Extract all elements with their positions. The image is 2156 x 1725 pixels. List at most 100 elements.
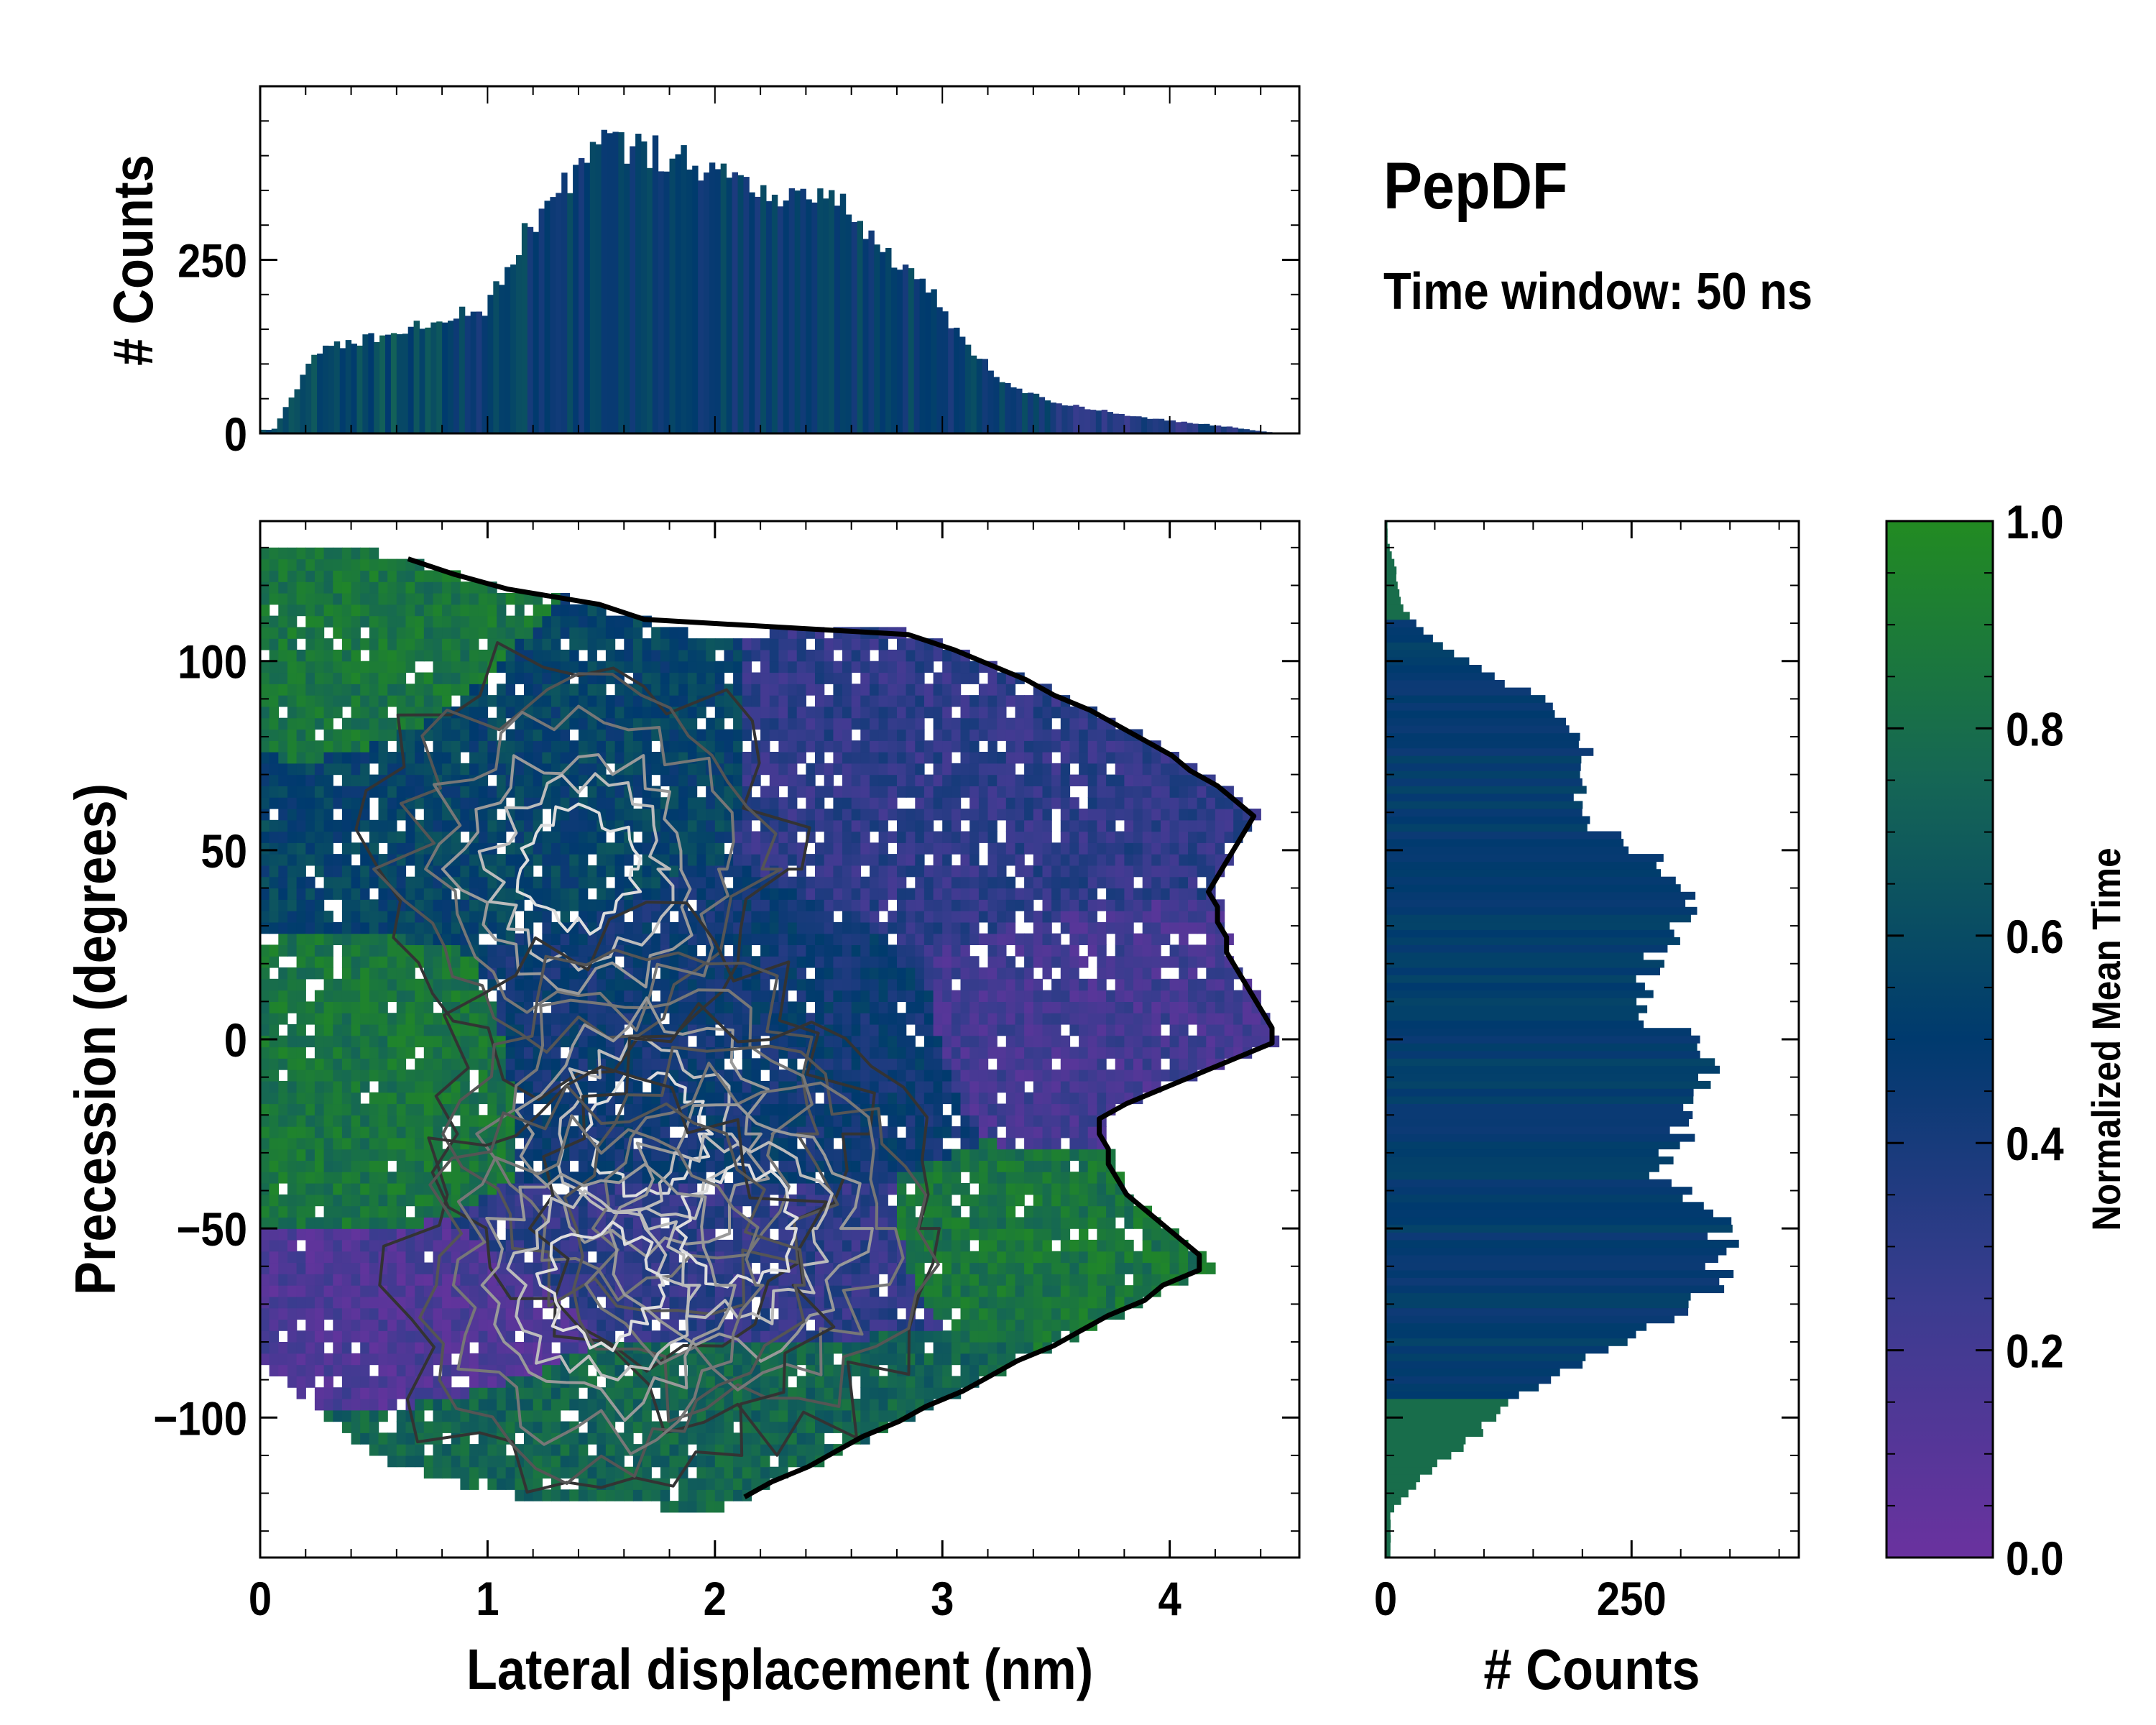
heatmap-cell <box>387 717 397 730</box>
heatmap-cell <box>378 933 388 945</box>
heatmap-cell <box>833 876 843 889</box>
heatmap-cell <box>778 672 788 684</box>
heatmap-cell <box>260 763 270 776</box>
heatmap-cell <box>296 1080 306 1093</box>
top-histogram-bar <box>1033 393 1040 433</box>
heatmap-cell <box>842 933 852 945</box>
heatmap-cell <box>769 1421 780 1433</box>
heatmap-cell <box>433 1080 443 1093</box>
heatmap-cell <box>323 1274 333 1286</box>
heatmap-cell <box>378 1001 388 1013</box>
heatmap-cell <box>369 1409 379 1422</box>
heatmap-cell <box>751 706 761 719</box>
heatmap-cell <box>323 1285 333 1297</box>
heatmap-cell <box>405 1432 415 1445</box>
heatmap-cell <box>605 1444 616 1456</box>
heatmap-cell <box>551 831 561 843</box>
heatmap-cell <box>497 1478 507 1490</box>
heatmap-cell <box>706 684 716 696</box>
heatmap-cell <box>451 649 461 662</box>
heatmap-cell <box>341 1013 352 1025</box>
heatmap-cell <box>497 627 507 639</box>
heatmap-cell <box>296 661 306 673</box>
heatmap-cell <box>341 1046 352 1059</box>
heatmap-cell <box>478 809 489 821</box>
heatmap-cell <box>605 854 616 866</box>
heatmap-cell <box>296 695 306 707</box>
heatmap-cell <box>478 1013 489 1025</box>
heatmap-cell <box>269 888 279 900</box>
top-histogram-bar <box>476 311 482 433</box>
top-histogram-bar <box>709 162 716 433</box>
heatmap-cell <box>369 1103 379 1116</box>
heatmap-cell <box>296 876 306 889</box>
heatmap-cell <box>333 1205 343 1218</box>
heatmap-cell <box>524 1399 534 1411</box>
heatmap-cell <box>469 763 479 776</box>
heatmap-cell <box>360 1262 370 1274</box>
heatmap-cell <box>524 774 534 786</box>
heatmap-cell <box>341 1364 352 1376</box>
heatmap-cell <box>579 1455 589 1468</box>
heatmap-cell <box>423 1194 434 1207</box>
heatmap-cell <box>451 1296 461 1309</box>
heatmap-cell <box>806 740 816 753</box>
heatmap-cell <box>678 1285 688 1297</box>
heatmap-cell <box>405 1364 415 1376</box>
heatmap-cell <box>323 570 333 582</box>
heatmap-cell <box>714 967 725 980</box>
heatmap-cell <box>569 1239 579 1252</box>
heatmap-cell <box>369 921 379 934</box>
heatmap-cell <box>323 1046 333 1059</box>
heatmap-cell <box>341 1296 352 1309</box>
heatmap-cell <box>815 684 825 696</box>
top-histogram-bar <box>260 429 267 433</box>
heatmap-cell <box>333 1001 343 1013</box>
heatmap-cell <box>533 1285 543 1297</box>
heatmap-cell <box>387 649 397 662</box>
heatmap-cell <box>742 638 752 650</box>
heatmap-cell <box>624 1387 634 1399</box>
heatmap-cell <box>569 1024 579 1036</box>
heatmap-cell <box>269 581 279 594</box>
heatmap-cell <box>632 1421 643 1433</box>
heatmap-cell <box>569 740 579 753</box>
heatmap-cell <box>669 933 679 945</box>
heatmap-cell <box>333 1046 343 1059</box>
heatmap-cell <box>423 1172 434 1184</box>
heatmap-cell <box>687 1478 698 1490</box>
heatmap-cell <box>560 1399 570 1411</box>
heatmap-cell <box>478 615 489 627</box>
heatmap-cell <box>314 1217 325 1229</box>
top-histogram-bar <box>811 202 818 433</box>
heatmap-cell <box>587 729 597 741</box>
heatmap-cell <box>551 854 561 866</box>
heatmap-cell <box>497 763 507 776</box>
heatmap-cell <box>678 809 688 821</box>
heatmap-cell <box>851 1160 861 1172</box>
heatmap-cell <box>260 1285 270 1297</box>
heatmap-cell <box>760 752 770 764</box>
heatmap-cell <box>405 1001 415 1013</box>
heatmap-cell <box>323 1035 333 1048</box>
heatmap-cell <box>551 933 561 945</box>
heatmap-cell <box>433 638 443 650</box>
heatmap-cell <box>824 990 834 1002</box>
heatmap-cell <box>433 1035 443 1048</box>
heatmap-cell <box>587 1205 597 1218</box>
top-histogram-bar <box>505 267 511 433</box>
top-histogram-bar <box>919 278 926 433</box>
heatmap-cell <box>660 933 671 945</box>
heatmap-cell <box>560 1342 570 1354</box>
heatmap-cell <box>296 1149 306 1161</box>
heatmap-cell <box>260 570 270 582</box>
heatmap-cell <box>341 1217 352 1229</box>
heatmap-cell <box>333 1274 343 1286</box>
heatmap-cell <box>587 1080 597 1093</box>
heatmap-cell <box>351 978 361 991</box>
heatmap-cell <box>296 819 306 832</box>
top-histogram-bar <box>1118 414 1125 433</box>
heatmap-cell <box>415 752 425 764</box>
heatmap-cell <box>460 740 470 753</box>
heatmap-cell <box>260 1251 270 1264</box>
